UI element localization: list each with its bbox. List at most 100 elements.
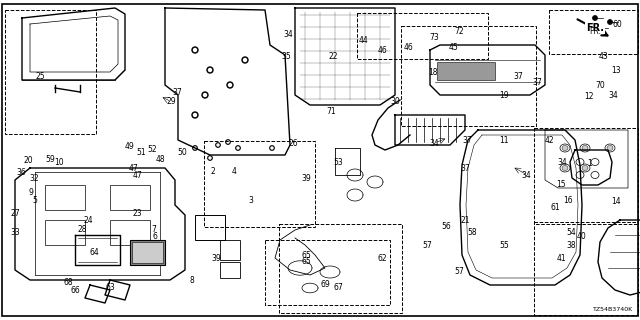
Ellipse shape xyxy=(560,144,570,152)
Text: 14: 14 xyxy=(611,197,621,206)
Ellipse shape xyxy=(576,172,584,179)
Text: 63: 63 xyxy=(106,283,116,292)
Bar xyxy=(5,10,96,134)
Ellipse shape xyxy=(194,147,196,149)
Text: 34: 34 xyxy=(429,139,439,148)
Text: 37: 37 xyxy=(460,164,470,173)
Text: 35: 35 xyxy=(281,52,291,61)
Text: 34: 34 xyxy=(522,171,532,180)
Ellipse shape xyxy=(576,158,584,165)
Text: 65: 65 xyxy=(301,251,311,260)
Text: 30: 30 xyxy=(390,97,400,106)
Text: 37: 37 xyxy=(513,72,524,81)
Ellipse shape xyxy=(225,140,230,145)
Ellipse shape xyxy=(237,147,239,149)
Ellipse shape xyxy=(193,146,198,150)
Text: 67: 67 xyxy=(333,283,343,292)
Ellipse shape xyxy=(580,144,590,152)
Text: 49: 49 xyxy=(125,142,135,151)
Ellipse shape xyxy=(209,157,211,159)
Text: 37: 37 xyxy=(172,88,182,97)
Ellipse shape xyxy=(605,144,615,152)
Bar xyxy=(357,13,488,59)
Text: 68: 68 xyxy=(63,278,73,287)
Ellipse shape xyxy=(227,141,229,143)
Ellipse shape xyxy=(591,172,599,179)
Text: 46: 46 xyxy=(403,43,413,52)
Text: 12: 12 xyxy=(584,92,593,100)
Text: 33: 33 xyxy=(10,228,20,237)
Text: 70: 70 xyxy=(595,81,605,90)
Text: 16: 16 xyxy=(563,196,573,205)
Text: 11: 11 xyxy=(499,136,508,145)
Bar xyxy=(45,185,85,210)
Text: 38: 38 xyxy=(566,241,577,250)
Ellipse shape xyxy=(209,68,211,71)
Text: 29: 29 xyxy=(166,97,177,106)
Text: 47: 47 xyxy=(132,171,143,180)
Text: 57: 57 xyxy=(454,267,465,276)
Ellipse shape xyxy=(193,49,196,52)
Text: 15: 15 xyxy=(556,180,566,189)
Text: 28: 28 xyxy=(77,225,86,234)
Text: 66: 66 xyxy=(70,286,81,295)
Text: 45: 45 xyxy=(448,43,458,52)
Bar xyxy=(534,222,638,315)
Ellipse shape xyxy=(242,57,248,63)
Ellipse shape xyxy=(217,144,219,146)
Text: 21: 21 xyxy=(461,216,470,225)
Ellipse shape xyxy=(193,114,196,116)
Text: FR.: FR. xyxy=(589,27,601,36)
Bar xyxy=(45,220,85,245)
Text: 48: 48 xyxy=(155,155,165,164)
Text: 40: 40 xyxy=(576,232,586,241)
Text: 42: 42 xyxy=(544,136,554,145)
Bar xyxy=(401,26,536,126)
Bar xyxy=(265,240,390,305)
Text: 39: 39 xyxy=(301,174,311,183)
Bar xyxy=(110,185,150,210)
Ellipse shape xyxy=(593,15,598,20)
Text: 72: 72 xyxy=(454,27,465,36)
Ellipse shape xyxy=(562,165,568,171)
Text: 60: 60 xyxy=(612,20,623,29)
Text: 26: 26 xyxy=(288,139,298,148)
Bar xyxy=(549,10,638,54)
Text: 57: 57 xyxy=(422,241,433,250)
Text: 34: 34 xyxy=(283,30,293,39)
Ellipse shape xyxy=(560,164,570,172)
Text: 37: 37 xyxy=(532,78,543,87)
Text: 24: 24 xyxy=(83,216,93,225)
Ellipse shape xyxy=(607,20,612,25)
Bar xyxy=(130,240,165,265)
Ellipse shape xyxy=(192,112,198,118)
Ellipse shape xyxy=(607,146,613,150)
Bar xyxy=(110,220,150,245)
Text: 27: 27 xyxy=(10,209,20,218)
Bar xyxy=(195,215,225,240)
Text: 22: 22 xyxy=(328,52,337,61)
Ellipse shape xyxy=(598,26,602,30)
Ellipse shape xyxy=(562,146,568,150)
Text: 23: 23 xyxy=(132,209,143,218)
Ellipse shape xyxy=(207,67,213,73)
Ellipse shape xyxy=(591,158,599,165)
Bar xyxy=(204,141,315,227)
Text: 71: 71 xyxy=(326,107,337,116)
Text: 55: 55 xyxy=(499,241,509,250)
Bar xyxy=(534,128,638,224)
Text: 8: 8 xyxy=(189,276,195,285)
Text: 32: 32 xyxy=(29,174,40,183)
Text: 10: 10 xyxy=(54,158,64,167)
Ellipse shape xyxy=(216,142,221,148)
Bar xyxy=(279,224,402,313)
Text: 6: 6 xyxy=(152,232,157,241)
Text: 53: 53 xyxy=(333,158,343,167)
Text: 51: 51 xyxy=(136,148,146,157)
Ellipse shape xyxy=(192,47,198,53)
Text: 64: 64 xyxy=(90,248,100,257)
Bar xyxy=(220,240,240,260)
Ellipse shape xyxy=(204,93,207,97)
Ellipse shape xyxy=(582,146,588,150)
Text: 34: 34 xyxy=(608,91,618,100)
